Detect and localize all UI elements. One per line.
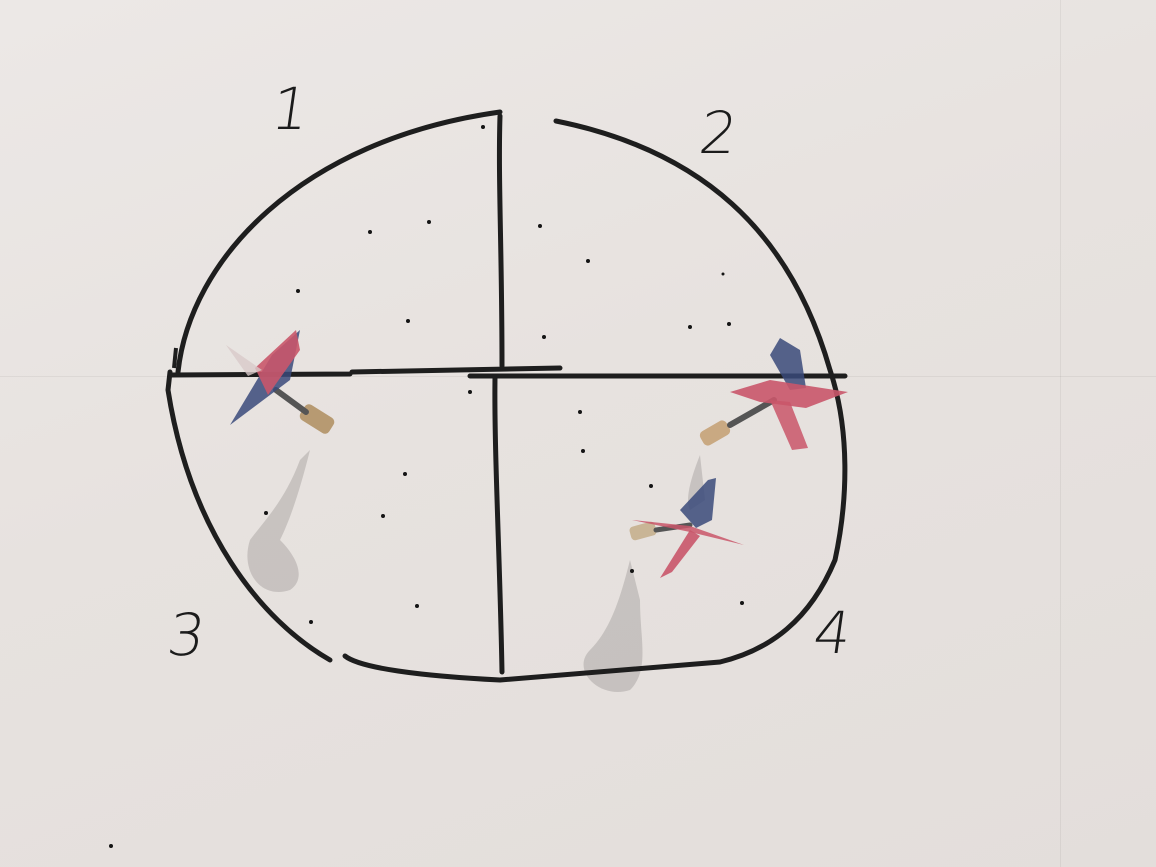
dart-left	[226, 330, 335, 434]
dart-shadows	[247, 450, 705, 692]
circle-tick-left	[172, 347, 178, 369]
dart-holes	[109, 125, 744, 848]
vertical-divider	[492, 113, 505, 675]
dart-lower-right	[629, 478, 744, 578]
paper-seam-vertical	[1060, 0, 1061, 867]
dart-right	[699, 338, 848, 450]
target-circle	[165, 109, 848, 683]
